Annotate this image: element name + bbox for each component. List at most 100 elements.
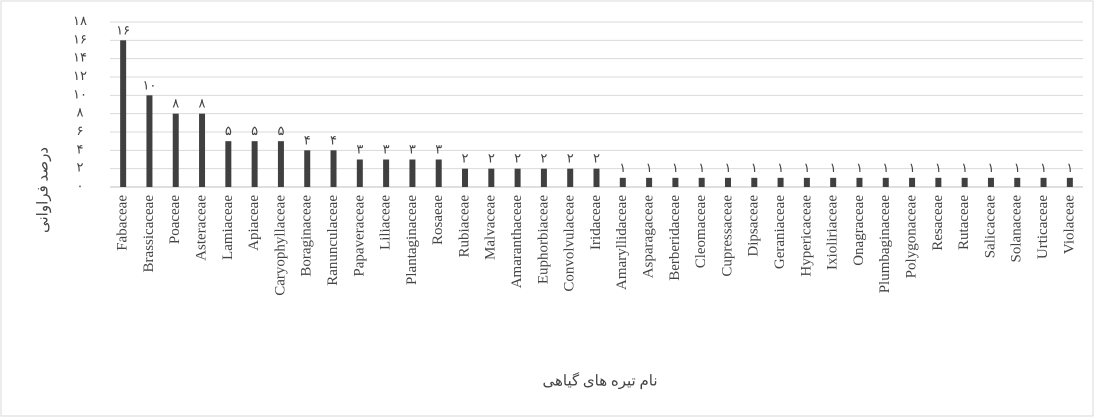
data-label: ١٠ [142,77,156,92]
data-label: ٢ [593,151,600,166]
bar [882,177,889,187]
data-label: ٢ [567,151,574,166]
bar [146,95,153,187]
bar [462,168,469,187]
bar [409,159,416,187]
data-label: ٣ [356,141,363,156]
data-label: ١ [1040,160,1047,175]
x-tick-label: Ixioliriaceae [825,195,841,270]
bar [225,141,232,187]
bar [435,159,442,187]
x-tick-label: Asteraceae [193,195,209,261]
bar [1066,177,1073,187]
data-label: ٨ [199,96,206,111]
x-tick-label: Convolvulaceae [562,195,578,292]
data-label: ١ [619,160,626,175]
bar [304,150,311,187]
bar [803,177,810,187]
x-tick-label: Poaceae [167,195,183,244]
data-label: ١ [777,160,784,175]
y-tick-label: ٠ [77,178,84,193]
x-tick-label: Plantaginaceae [404,195,420,285]
x-tick-label: Cupressaceae [719,195,735,277]
x-tick-label: Asparagaceae [641,195,657,279]
data-label: ٢ [514,151,521,166]
bar [935,177,942,187]
bar [909,177,916,187]
x-tick-label: Polygonaceae [904,195,920,279]
y-axis-title: درصد فراوانی [35,147,51,233]
x-tick-label: Salicaceae [982,195,998,259]
x-tick-label: Rubiaceae [456,195,472,258]
x-tick-label: Berberidaceae [667,195,683,281]
y-tick-label: ۴ [77,141,84,156]
x-tick-label: Hypericaceae [798,195,814,277]
bar [698,177,705,187]
bar [330,150,337,187]
data-label: ٢ [540,151,547,166]
y-tick-label: ١٨ [73,13,87,28]
bar [724,177,731,187]
data-label: ٣ [383,141,390,156]
data-label: ١ [1066,160,1073,175]
data-label: ١ [935,160,942,175]
data-label: ٣ [409,141,416,156]
bar [1040,177,1047,187]
x-tick-label: Malvaceae [483,195,499,260]
data-label: ۵ [251,123,258,138]
data-label: ٢ [488,151,495,166]
y-tick-label: ١٠ [73,86,87,101]
bar [251,141,258,187]
x-tick-label: Caryophyllaceae [272,195,288,296]
x-tick-label: Cleomaceae [693,195,709,269]
x-tick-label: Boraginaceae [299,195,315,277]
data-label: ١ [724,160,731,175]
y-tick-label: ٨ [77,105,84,120]
bar [593,168,600,187]
bar [619,177,626,187]
bar [987,177,994,187]
bar [488,168,495,187]
data-label: ۵ [277,123,284,138]
bar [540,168,547,187]
y-tick-label: ١٢ [73,68,87,83]
x-tick-label: Plumbaginaceae [877,195,893,294]
bar [646,177,653,187]
x-tick-label: Solanaceae [1009,195,1025,263]
data-label: ۴ [330,132,337,147]
x-tick-label: Euphorbiaceae [535,195,551,284]
x-tick-label: Brassicaceae [141,195,157,273]
bar [514,168,521,187]
bar [120,40,127,188]
x-tick-label: Fabaceae [115,195,131,251]
y-tick-label: ٢ [77,160,84,175]
x-tick-label: Amaranthaceae [509,195,525,289]
data-label: ۴ [304,132,311,147]
x-tick-label: Papaveraceae [351,195,367,277]
data-label: ١ [987,160,994,175]
x-tick-label: Violaceae [1061,195,1077,254]
bar [567,168,574,187]
x-tick-label: Lamiaceae [220,195,236,260]
x-tick-label: Dipsaceae [746,195,762,257]
bar [172,113,179,187]
x-tick-label: Onagraceae [851,195,867,266]
x-tick-label: Urticaceae [1035,195,1051,259]
data-label: ١ [961,160,968,175]
data-label: ١ [751,160,758,175]
x-tick-label: Ranunculaceae [325,195,341,286]
data-label: ١ [882,160,889,175]
data-label: ١۶ [116,22,130,37]
x-tick-label: Amaryllidaceae [614,195,630,290]
bar [672,177,679,187]
bar [751,177,758,187]
y-tick-label: ١۴ [73,50,87,65]
x-tick-label: Geraniaceae [772,195,788,269]
bar [777,177,784,187]
bar [383,159,390,187]
bar [199,113,206,187]
data-label: ٣ [435,141,442,156]
data-label: ١ [1014,160,1021,175]
